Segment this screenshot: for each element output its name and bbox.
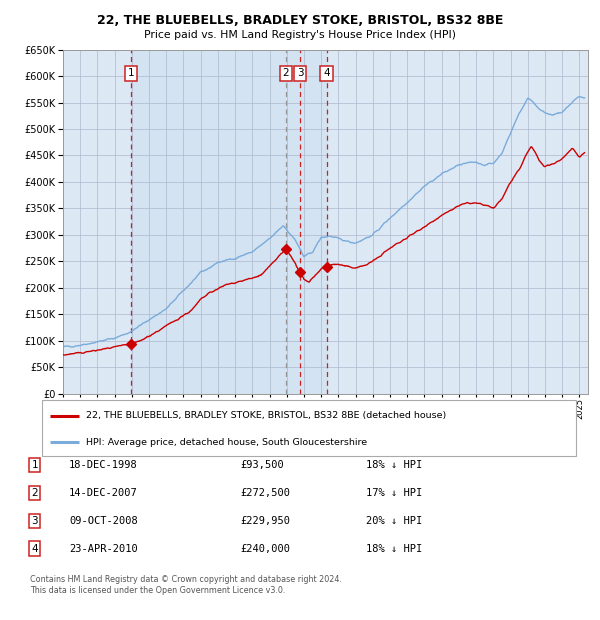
Text: 22, THE BLUEBELLS, BRADLEY STOKE, BRISTOL, BS32 8BE: 22, THE BLUEBELLS, BRADLEY STOKE, BRISTO… [97,14,503,27]
Text: 18-DEC-1998: 18-DEC-1998 [69,460,138,470]
Text: £93,500: £93,500 [240,460,284,470]
Text: 4: 4 [31,544,38,554]
Text: 20% ↓ HPI: 20% ↓ HPI [366,516,422,526]
Text: 1: 1 [128,68,134,78]
Bar [131,50,326,394]
Text: This data is licensed under the Open Government Licence v3.0.: This data is licensed under the Open Gov… [30,586,286,595]
Text: HPI: Average price, detached house, South Gloucestershire: HPI: Average price, detached house, Sout… [86,438,367,447]
Text: 18% ↓ HPI: 18% ↓ HPI [366,460,422,470]
Text: 3: 3 [297,68,304,78]
Text: 23-APR-2010: 23-APR-2010 [69,544,138,554]
Text: 3: 3 [31,516,38,526]
Text: £240,000: £240,000 [240,544,290,554]
Text: 17% ↓ HPI: 17% ↓ HPI [366,488,422,498]
Text: £272,500: £272,500 [240,488,290,498]
Text: 09-OCT-2008: 09-OCT-2008 [69,516,138,526]
Text: 2: 2 [283,68,289,78]
Text: 14-DEC-2007: 14-DEC-2007 [69,488,138,498]
Text: 18% ↓ HPI: 18% ↓ HPI [366,544,422,554]
FancyBboxPatch shape [42,400,576,456]
Text: 22, THE BLUEBELLS, BRADLEY STOKE, BRISTOL, BS32 8BE (detached house): 22, THE BLUEBELLS, BRADLEY STOKE, BRISTO… [86,411,446,420]
Text: Contains HM Land Registry data © Crown copyright and database right 2024.: Contains HM Land Registry data © Crown c… [30,575,342,584]
Text: 4: 4 [323,68,330,78]
Text: Price paid vs. HM Land Registry's House Price Index (HPI): Price paid vs. HM Land Registry's House … [144,30,456,40]
Text: 1: 1 [31,460,38,470]
Text: £229,950: £229,950 [240,516,290,526]
Text: 2: 2 [31,488,38,498]
